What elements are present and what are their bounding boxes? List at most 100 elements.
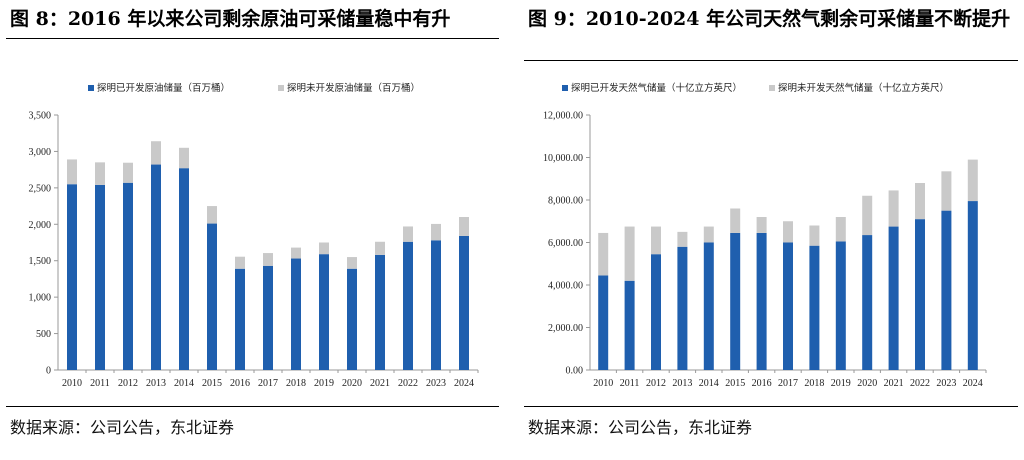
- gas-bar-undeveloped-2020: [862, 195, 873, 236]
- oil-x-tick-label: 2014: [174, 378, 194, 389]
- gas-bar-undeveloped-2010: [598, 232, 609, 276]
- oil-bar-developed-2023: [431, 240, 441, 370]
- gas-x-tick-label: 2022: [910, 378, 930, 389]
- gas-bar-undeveloped-2015: [730, 208, 741, 233]
- oil-bar-undeveloped-2012: [123, 162, 133, 183]
- gas-legend-label-0: 探明已开发天然气储量（十亿立方英尺）: [571, 82, 742, 94]
- oil-bar-developed-2020: [347, 268, 357, 370]
- oil-figure-title: 图 8：2016 年以来公司剩余原油可采储量稳中有升: [10, 8, 451, 30]
- oil-source-rule: [6, 406, 499, 407]
- oil-bar-developed-2024: [459, 235, 469, 370]
- oil-legend-swatch-0: [88, 85, 94, 91]
- gas-bar-developed-2021: [888, 226, 899, 370]
- gas-bar-undeveloped-2011: [624, 226, 635, 281]
- oil-x-tick-label: 2022: [398, 378, 418, 389]
- gas-x-tick-label: 2019: [831, 378, 851, 389]
- oil-reserves-chart: 探明已开发原油储量（百万桶） 探明未开发原油储量（百万桶） 0 500 1,000 1,5…: [29, 82, 479, 389]
- gas-y-tick-label: 12,000.00: [543, 111, 583, 122]
- oil-bar-developed-2019: [319, 254, 329, 370]
- gas-bar-developed-2019: [835, 241, 846, 370]
- oil-bar-developed-2018: [291, 258, 301, 370]
- gas-bar-undeveloped-2012: [651, 226, 661, 255]
- oil-title-rule: [6, 38, 499, 39]
- gas-x-tick-label: 2011: [620, 378, 640, 389]
- oil-bar-undeveloped-2016: [235, 256, 245, 269]
- gas-x-tick-label: 2012: [646, 378, 666, 389]
- oil-x-tick-label: 2012: [118, 378, 138, 389]
- gas-bar-undeveloped-2024: [967, 159, 978, 202]
- oil-bar-undeveloped-2020: [347, 257, 357, 269]
- gas-bar-undeveloped-2023: [941, 171, 952, 211]
- oil-x-tick-label: 2015: [202, 378, 222, 389]
- oil-legend-label-1: 探明未开发原油储量（百万桶）: [287, 82, 420, 94]
- oil-bar-developed-2017: [263, 265, 273, 370]
- gas-x-tick-label: 2021: [884, 378, 904, 389]
- oil-x-tick-label: 2010: [62, 378, 82, 389]
- oil-bar-developed-2014: [179, 168, 189, 370]
- oil-bar-undeveloped-2023: [431, 223, 441, 241]
- oil-bar-developed-2011: [95, 184, 105, 370]
- oil-reserves-panel: 图 8：2016 年以来公司剩余原油可采储量稳中有升 探明已开发原油储量（百万桶…: [0, 0, 505, 444]
- gas-x-tick-label: 2020: [857, 378, 877, 389]
- oil-y-tick-label: 0: [46, 366, 51, 377]
- gas-bar-undeveloped-2018: [809, 225, 820, 246]
- gas-x-tick-label: 2015: [725, 378, 745, 389]
- oil-legend-swatch-1: [278, 85, 284, 91]
- oil-bar-undeveloped-2021: [375, 241, 385, 255]
- oil-y-tick-label: 3,500: [29, 111, 52, 122]
- gas-bar-developed-2016: [756, 232, 767, 370]
- oil-bar-developed-2021: [375, 254, 385, 370]
- gas-figure-title: 图 9：2010-2024 年公司天然气剩余可采储量不断提升: [528, 8, 1011, 30]
- oil-bar-undeveloped-2010: [67, 159, 77, 185]
- gas-reserves-chart: 探明已开发天然气储量（十亿立方英尺） 探明未开发天然气储量（十亿立方英尺） 0.00…: [543, 82, 987, 389]
- gas-bar-developed-2022: [915, 219, 925, 370]
- oil-bar-developed-2015: [207, 223, 217, 370]
- gas-legend: 探明已开发天然气储量（十亿立方英尺） 探明未开发天然气储量（十亿立方英尺）: [562, 82, 949, 94]
- oil-y-tick-label: 500: [36, 329, 51, 340]
- oil-bar-undeveloped-2019: [319, 242, 329, 255]
- gas-title-rule: [524, 60, 1018, 61]
- gas-source-note: 数据来源：公司公告，东北证券: [528, 418, 753, 437]
- oil-x-tick-label: 2017: [258, 378, 278, 389]
- gas-bar-undeveloped-2021: [888, 190, 899, 227]
- gas-bar-undeveloped-2014: [703, 226, 714, 243]
- gas-bar-developed-2011: [624, 280, 635, 370]
- gas-bar-developed-2012: [651, 254, 661, 370]
- oil-bar-undeveloped-2024: [459, 217, 469, 236]
- gas-bar-developed-2024: [967, 201, 978, 370]
- oil-x-tick-label: 2020: [342, 378, 362, 389]
- gas-x-tick-label: 2016: [752, 378, 772, 389]
- gas-y-tick-label: 4,000.00: [548, 281, 583, 292]
- gas-x-tick-label: 2010: [593, 378, 613, 389]
- gas-bar-developed-2018: [809, 245, 820, 370]
- gas-bar-undeveloped-2019: [835, 217, 846, 242]
- gas-x-tick-label: 2018: [804, 378, 824, 389]
- gas-x-tick-label: 2024: [963, 378, 983, 389]
- gas-reserves-panel: 图 9：2010-2024 年公司天然气剩余可采储量不断提升 探明已开发天然气储…: [518, 0, 1024, 444]
- gas-source-rule: [524, 406, 1018, 407]
- oil-legend: 探明已开发原油储量（百万桶） 探明未开发原油储量（百万桶）: [88, 82, 420, 94]
- oil-bar-undeveloped-2018: [291, 247, 301, 259]
- gas-y-tick-label: 8,000.00: [548, 196, 583, 207]
- oil-x-tick-label: 2013: [146, 378, 166, 389]
- gas-bar-developed-2010: [598, 275, 609, 370]
- oil-y-tick-label: 2,500: [29, 183, 52, 194]
- gas-bar-developed-2017: [783, 242, 793, 370]
- gas-y-tick-label: 10,000.00: [543, 153, 583, 164]
- oil-bar-undeveloped-2017: [263, 253, 273, 266]
- gas-y-tick-label: 2,000.00: [548, 323, 583, 334]
- oil-x-tick-label: 2018: [286, 378, 306, 389]
- gas-y-tick-label: 6,000.00: [548, 238, 583, 249]
- oil-x-tick-label: 2011: [90, 378, 110, 389]
- gas-legend-label-1: 探明未开发天然气储量（十亿立方英尺）: [778, 82, 949, 94]
- oil-bar-developed-2012: [123, 182, 133, 370]
- gas-bar-developed-2014: [703, 242, 714, 370]
- gas-bar-undeveloped-2017: [783, 221, 793, 243]
- oil-bar-undeveloped-2013: [151, 141, 161, 165]
- oil-x-tick-label: 2024: [454, 378, 474, 389]
- oil-y-tick-label: 2,000: [29, 220, 52, 231]
- oil-bar-undeveloped-2015: [207, 206, 217, 224]
- gas-legend-swatch-1: [769, 85, 775, 91]
- gas-bar-developed-2013: [677, 246, 688, 370]
- oil-x-tick-label: 2023: [426, 378, 446, 389]
